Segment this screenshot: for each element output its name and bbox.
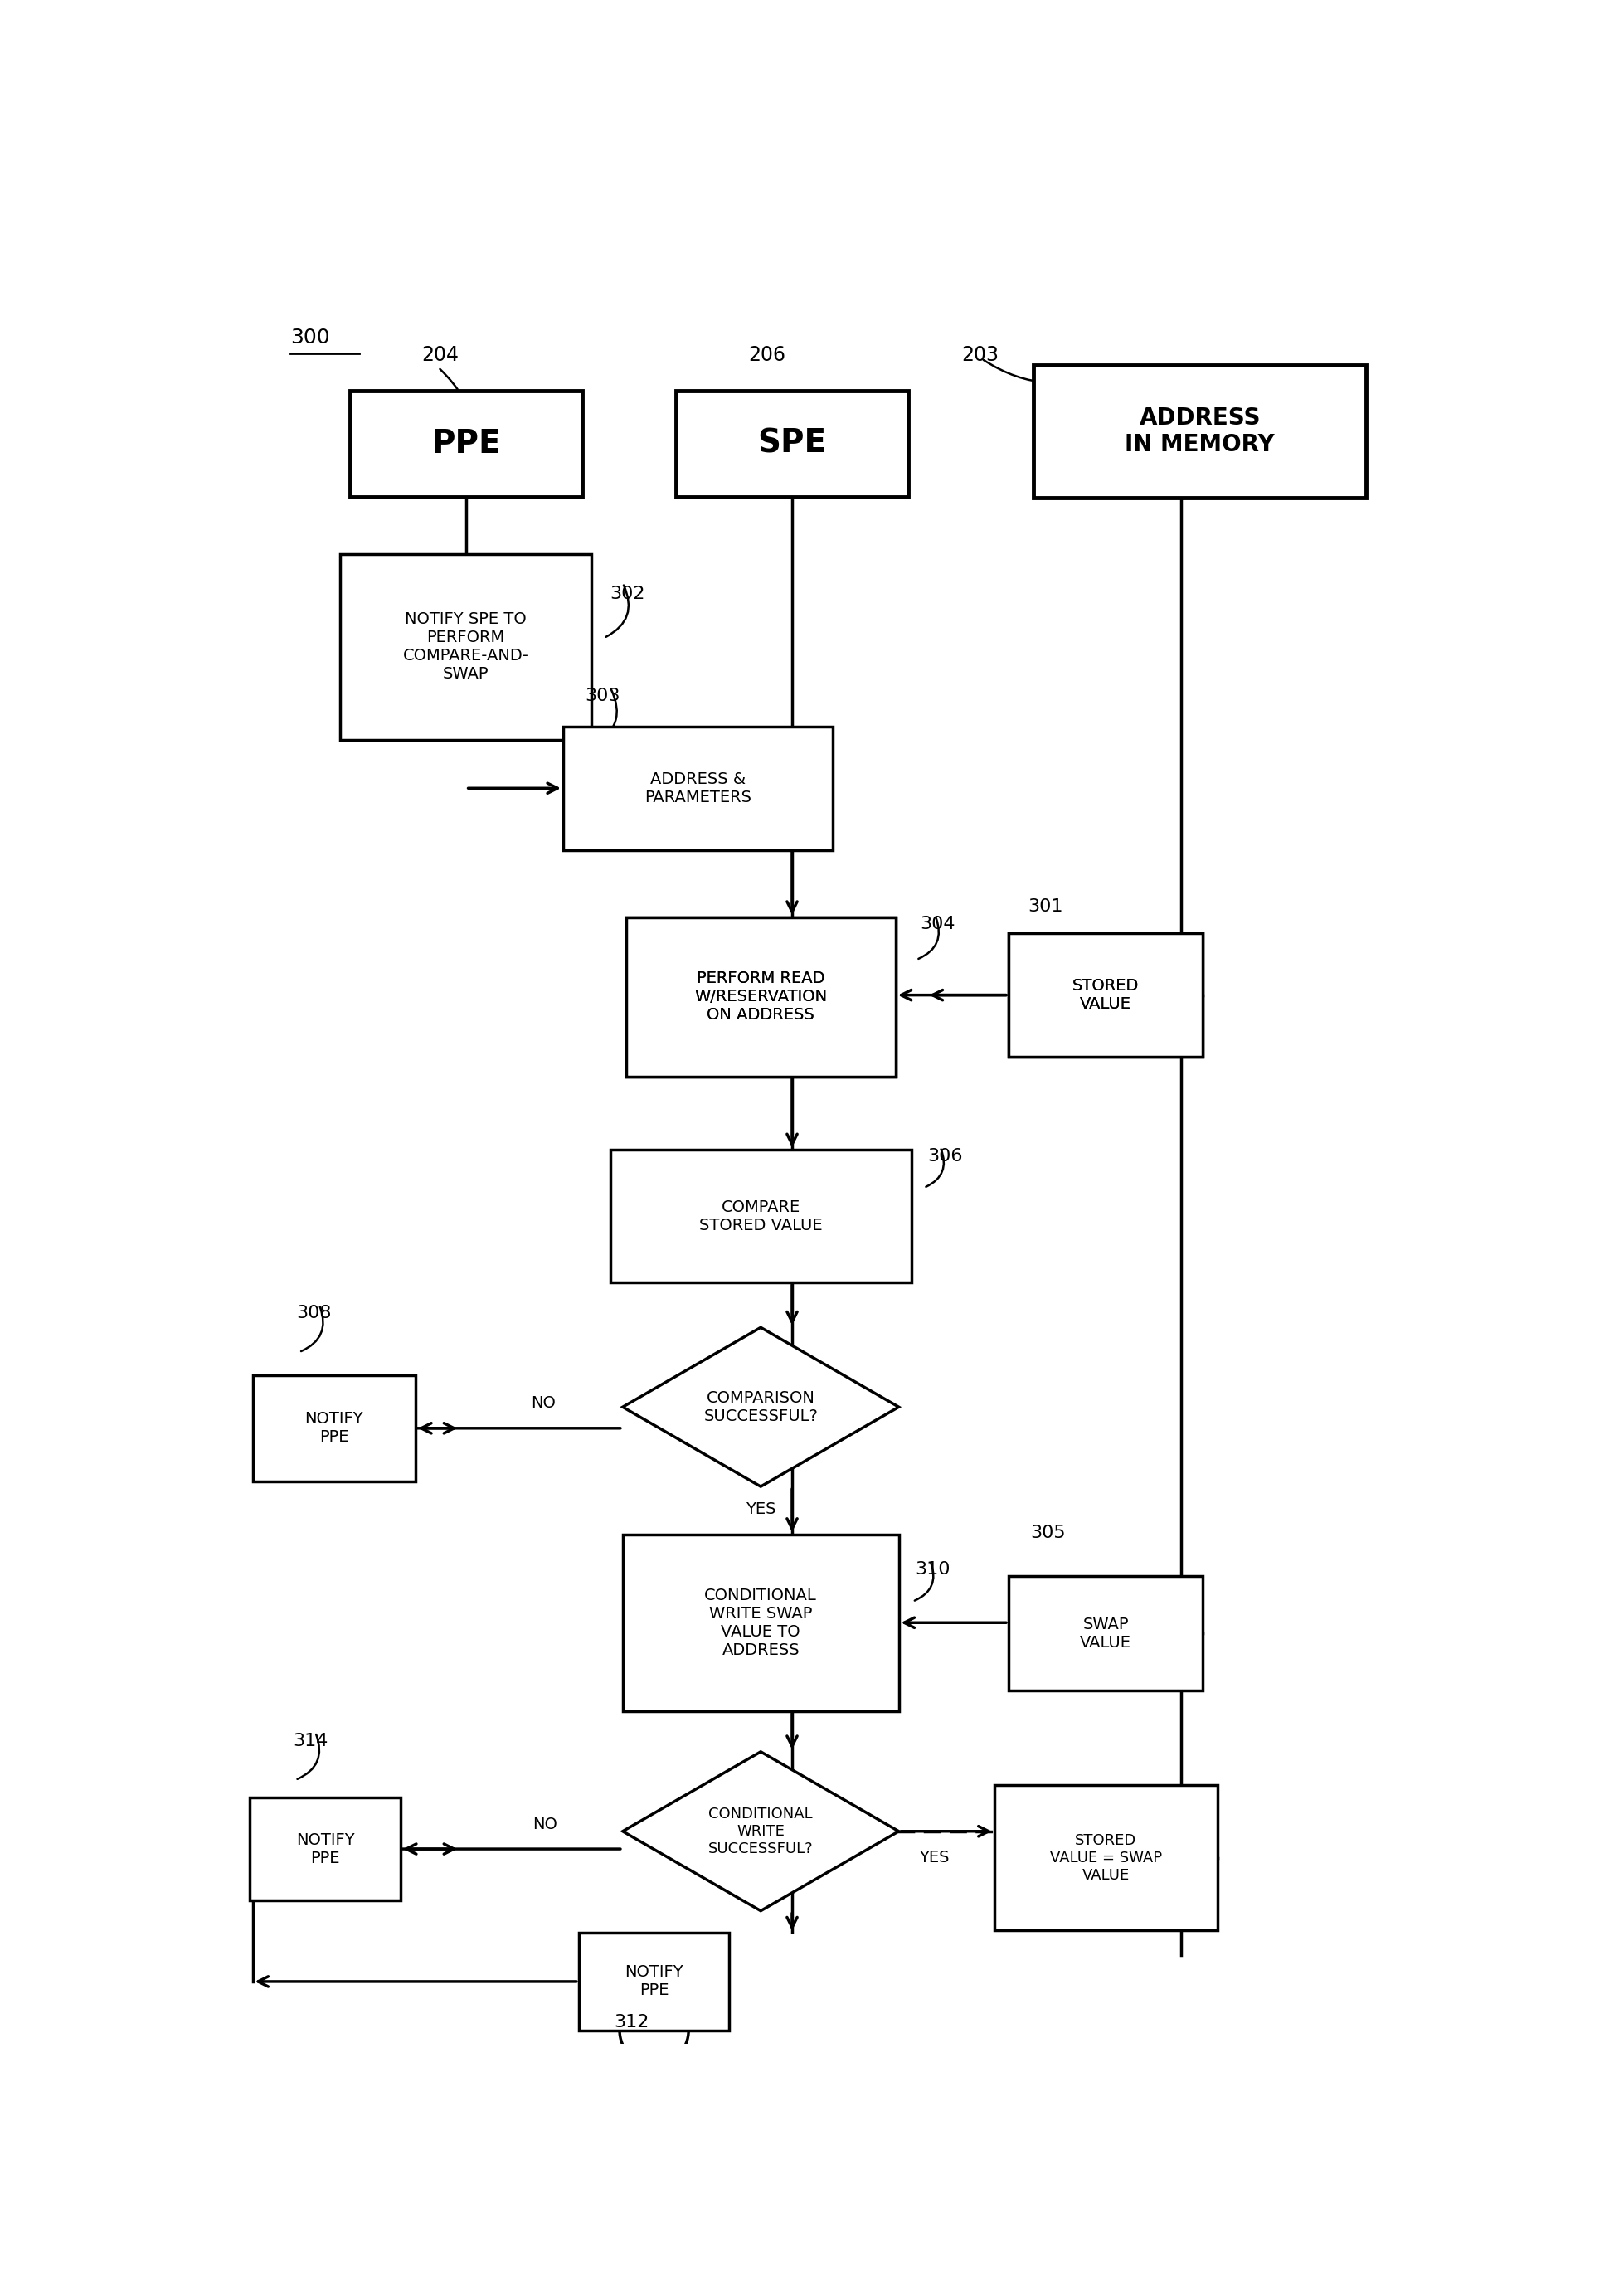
FancyBboxPatch shape: [350, 390, 581, 496]
Text: NO: NO: [533, 1816, 557, 1832]
Text: CONDITIONAL
WRITE SWAP
VALUE TO
ADDRESS: CONDITIONAL WRITE SWAP VALUE TO ADDRESS: [704, 1587, 818, 1658]
Text: 310: 310: [915, 1561, 950, 1577]
FancyBboxPatch shape: [580, 1933, 729, 2030]
Text: PPE: PPE: [431, 427, 500, 459]
Text: NO: NO: [531, 1396, 555, 1412]
Text: SWAP
VALUE: SWAP VALUE: [1080, 1616, 1132, 1651]
FancyBboxPatch shape: [1009, 932, 1203, 1056]
FancyBboxPatch shape: [1033, 365, 1366, 498]
Text: ADDRESS
IN MEMORY: ADDRESS IN MEMORY: [1125, 406, 1274, 457]
Text: 302: 302: [610, 585, 646, 602]
Text: 305: 305: [1030, 1525, 1065, 1541]
FancyBboxPatch shape: [1009, 932, 1203, 1056]
Text: COMPARISON
SUCCESSFUL?: COMPARISON SUCCESSFUL?: [704, 1389, 818, 1424]
Text: 308: 308: [296, 1304, 332, 1322]
Text: STORED
VALUE = SWAP
VALUE: STORED VALUE = SWAP VALUE: [1049, 1832, 1162, 1883]
FancyBboxPatch shape: [253, 1375, 416, 1481]
Text: 312: 312: [614, 2014, 649, 2030]
Text: NOTIFY
PPE: NOTIFY PPE: [625, 1965, 683, 1998]
Polygon shape: [623, 1327, 899, 1486]
FancyBboxPatch shape: [623, 1534, 899, 1711]
Text: COMPARE
STORED VALUE: COMPARE STORED VALUE: [699, 1199, 822, 1233]
FancyBboxPatch shape: [563, 726, 832, 850]
FancyBboxPatch shape: [340, 553, 591, 739]
Text: 303: 303: [584, 689, 620, 705]
Text: 314: 314: [293, 1733, 329, 1750]
Text: SPE: SPE: [758, 427, 827, 459]
Text: STORED
VALUE: STORED VALUE: [1072, 978, 1140, 1013]
FancyBboxPatch shape: [1009, 1575, 1203, 1690]
Polygon shape: [623, 1752, 899, 1910]
Text: 203: 203: [962, 344, 999, 365]
Text: PERFORM READ
W/RESERVATION
ON ADDRESS: PERFORM READ W/RESERVATION ON ADDRESS: [695, 971, 827, 1024]
Text: NOTIFY
PPE: NOTIFY PPE: [304, 1412, 363, 1444]
FancyBboxPatch shape: [627, 918, 895, 1077]
Text: 206: 206: [748, 344, 785, 365]
Text: PERFORM READ
W/RESERVATION
ON ADDRESS: PERFORM READ W/RESERVATION ON ADDRESS: [695, 971, 827, 1024]
Text: YES: YES: [746, 1502, 776, 1518]
Text: NOTIFY SPE TO
PERFORM
COMPARE-AND-
SWAP: NOTIFY SPE TO PERFORM COMPARE-AND- SWAP: [403, 611, 529, 682]
FancyBboxPatch shape: [249, 1798, 400, 1901]
FancyBboxPatch shape: [677, 390, 908, 496]
Text: 304: 304: [920, 916, 955, 932]
FancyBboxPatch shape: [994, 1786, 1217, 1931]
Text: STORED
VALUE: STORED VALUE: [1072, 978, 1140, 1013]
Text: 204: 204: [423, 344, 460, 365]
Text: CONDITIONAL
WRITE
SUCCESSFUL?: CONDITIONAL WRITE SUCCESSFUL?: [708, 1807, 813, 1855]
Text: 306: 306: [928, 1148, 963, 1164]
Text: NOTIFY
PPE: NOTIFY PPE: [296, 1832, 355, 1867]
Text: 301: 301: [1028, 898, 1064, 916]
Text: ADDRESS &
PARAMETERS: ADDRESS & PARAMETERS: [644, 771, 751, 806]
FancyBboxPatch shape: [610, 1150, 911, 1283]
FancyBboxPatch shape: [627, 918, 895, 1077]
Text: 300: 300: [290, 328, 330, 347]
Text: YES: YES: [918, 1851, 949, 1867]
